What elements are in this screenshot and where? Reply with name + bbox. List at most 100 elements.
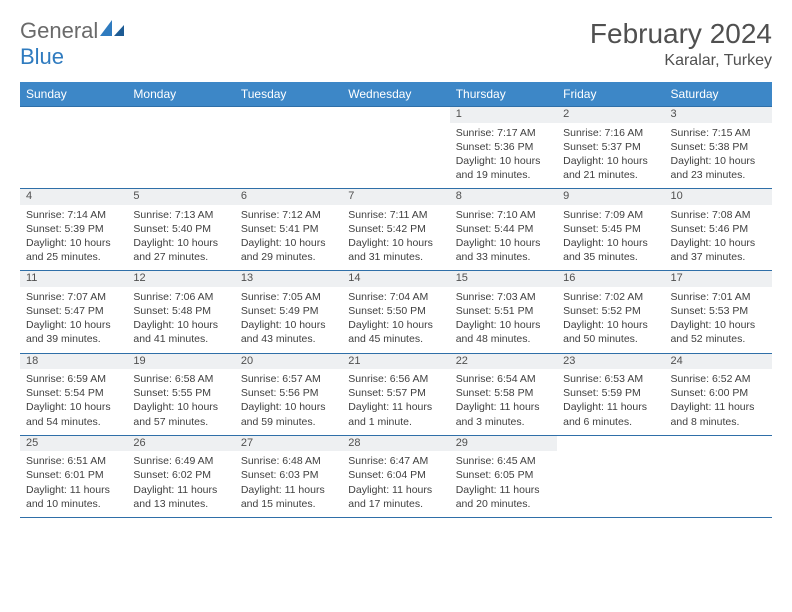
daylight-text: Daylight: 11 hours xyxy=(26,483,121,497)
sunset-text: Sunset: 5:36 PM xyxy=(456,140,551,154)
day-cell: Sunrise: 7:03 AMSunset: 5:51 PMDaylight:… xyxy=(450,287,557,353)
daylight-text: and 43 minutes. xyxy=(241,332,336,346)
sunrise-text: Sunrise: 6:48 AM xyxy=(241,454,336,468)
day-number: 11 xyxy=(20,271,127,287)
daylight-text: and 59 minutes. xyxy=(241,415,336,429)
day-header: Sunday xyxy=(20,82,127,107)
sunrise-text: Sunrise: 7:15 AM xyxy=(671,126,766,140)
daylight-text: Daylight: 10 hours xyxy=(348,236,443,250)
daylight-text: Daylight: 10 hours xyxy=(456,154,551,168)
daylight-text: Daylight: 10 hours xyxy=(241,400,336,414)
day-number: 19 xyxy=(127,353,234,369)
day-cell xyxy=(665,451,772,517)
sunset-text: Sunset: 5:42 PM xyxy=(348,222,443,236)
sunrise-text: Sunrise: 7:01 AM xyxy=(671,290,766,304)
sunset-text: Sunset: 5:40 PM xyxy=(133,222,228,236)
daylight-text: Daylight: 10 hours xyxy=(26,236,121,250)
daylight-text: Daylight: 10 hours xyxy=(456,318,551,332)
sunset-text: Sunset: 5:44 PM xyxy=(456,222,551,236)
day-number: 9 xyxy=(557,189,664,205)
day-number: 5 xyxy=(127,189,234,205)
sunrise-text: Sunrise: 7:13 AM xyxy=(133,208,228,222)
logo-sail-icon xyxy=(98,18,126,38)
day-header: Tuesday xyxy=(235,82,342,107)
sunset-text: Sunset: 5:46 PM xyxy=(671,222,766,236)
daylight-text: and 25 minutes. xyxy=(26,250,121,264)
daylight-text: Daylight: 10 hours xyxy=(671,154,766,168)
day-header: Saturday xyxy=(665,82,772,107)
sunrise-text: Sunrise: 7:04 AM xyxy=(348,290,443,304)
sunrise-text: Sunrise: 7:08 AM xyxy=(671,208,766,222)
day-cell: Sunrise: 7:09 AMSunset: 5:45 PMDaylight:… xyxy=(557,205,664,271)
month-title: February 2024 xyxy=(590,18,772,50)
day-cell: Sunrise: 7:13 AMSunset: 5:40 PMDaylight:… xyxy=(127,205,234,271)
day-cell: Sunrise: 7:10 AMSunset: 5:44 PMDaylight:… xyxy=(450,205,557,271)
day-cell: Sunrise: 6:54 AMSunset: 5:58 PMDaylight:… xyxy=(450,369,557,435)
day-header: Friday xyxy=(557,82,664,107)
sunset-text: Sunset: 5:45 PM xyxy=(563,222,658,236)
sunset-text: Sunset: 6:04 PM xyxy=(348,468,443,482)
daylight-text: and 35 minutes. xyxy=(563,250,658,264)
header: General Blue February 2024 Karalar, Turk… xyxy=(20,18,772,70)
day-header: Monday xyxy=(127,82,234,107)
daylight-text: Daylight: 10 hours xyxy=(563,236,658,250)
day-number: 8 xyxy=(450,189,557,205)
day-cell: Sunrise: 6:48 AMSunset: 6:03 PMDaylight:… xyxy=(235,451,342,517)
daylight-text: Daylight: 10 hours xyxy=(133,236,228,250)
daynum-row: 123 xyxy=(20,107,772,123)
sunrise-text: Sunrise: 6:51 AM xyxy=(26,454,121,468)
data-row: Sunrise: 6:51 AMSunset: 6:01 PMDaylight:… xyxy=(20,451,772,517)
day-cell: Sunrise: 6:52 AMSunset: 6:00 PMDaylight:… xyxy=(665,369,772,435)
daylight-text: and 33 minutes. xyxy=(456,250,551,264)
day-cell: Sunrise: 7:05 AMSunset: 5:49 PMDaylight:… xyxy=(235,287,342,353)
sunrise-text: Sunrise: 6:54 AM xyxy=(456,372,551,386)
sunrise-text: Sunrise: 6:49 AM xyxy=(133,454,228,468)
daylight-text: and 13 minutes. xyxy=(133,497,228,511)
sunrise-text: Sunrise: 7:03 AM xyxy=(456,290,551,304)
day-cell: Sunrise: 6:49 AMSunset: 6:02 PMDaylight:… xyxy=(127,451,234,517)
sunset-text: Sunset: 5:56 PM xyxy=(241,386,336,400)
sunrise-text: Sunrise: 7:07 AM xyxy=(26,290,121,304)
day-number: 22 xyxy=(450,353,557,369)
daylight-text: Daylight: 10 hours xyxy=(348,318,443,332)
day-number: 21 xyxy=(342,353,449,369)
daylight-text: Daylight: 10 hours xyxy=(563,154,658,168)
daylight-text: and 3 minutes. xyxy=(456,415,551,429)
sunrise-text: Sunrise: 6:52 AM xyxy=(671,372,766,386)
sunset-text: Sunset: 6:02 PM xyxy=(133,468,228,482)
day-number xyxy=(342,107,449,123)
day-cell: Sunrise: 6:51 AMSunset: 6:01 PMDaylight:… xyxy=(20,451,127,517)
daylight-text: and 23 minutes. xyxy=(671,168,766,182)
sunrise-text: Sunrise: 7:17 AM xyxy=(456,126,551,140)
sunset-text: Sunset: 6:01 PM xyxy=(26,468,121,482)
day-cell: Sunrise: 7:01 AMSunset: 5:53 PMDaylight:… xyxy=(665,287,772,353)
day-cell: Sunrise: 6:53 AMSunset: 5:59 PMDaylight:… xyxy=(557,369,664,435)
sunset-text: Sunset: 6:03 PM xyxy=(241,468,336,482)
daylight-text: and 21 minutes. xyxy=(563,168,658,182)
sunset-text: Sunset: 5:48 PM xyxy=(133,304,228,318)
daylight-text: and 17 minutes. xyxy=(348,497,443,511)
sunset-text: Sunset: 5:37 PM xyxy=(563,140,658,154)
sunrise-text: Sunrise: 7:16 AM xyxy=(563,126,658,140)
day-number xyxy=(20,107,127,123)
sunrise-text: Sunrise: 7:06 AM xyxy=(133,290,228,304)
day-number: 7 xyxy=(342,189,449,205)
day-cell: Sunrise: 7:11 AMSunset: 5:42 PMDaylight:… xyxy=(342,205,449,271)
sunset-text: Sunset: 5:59 PM xyxy=(563,386,658,400)
sunrise-text: Sunrise: 7:12 AM xyxy=(241,208,336,222)
daynum-row: 2526272829 xyxy=(20,435,772,451)
sunrise-text: Sunrise: 6:58 AM xyxy=(133,372,228,386)
day-number: 13 xyxy=(235,271,342,287)
sunset-text: Sunset: 5:55 PM xyxy=(133,386,228,400)
day-cell: Sunrise: 7:02 AMSunset: 5:52 PMDaylight:… xyxy=(557,287,664,353)
sunset-text: Sunset: 5:41 PM xyxy=(241,222,336,236)
calendar-table: Sunday Monday Tuesday Wednesday Thursday… xyxy=(20,82,772,518)
data-row: Sunrise: 7:17 AMSunset: 5:36 PMDaylight:… xyxy=(20,123,772,189)
daylight-text: Daylight: 10 hours xyxy=(671,236,766,250)
sunset-text: Sunset: 5:58 PM xyxy=(456,386,551,400)
sunset-text: Sunset: 5:50 PM xyxy=(348,304,443,318)
daynum-row: 11121314151617 xyxy=(20,271,772,287)
logo-text-general: General xyxy=(20,18,98,43)
day-header: Thursday xyxy=(450,82,557,107)
daylight-text: Daylight: 11 hours xyxy=(671,400,766,414)
